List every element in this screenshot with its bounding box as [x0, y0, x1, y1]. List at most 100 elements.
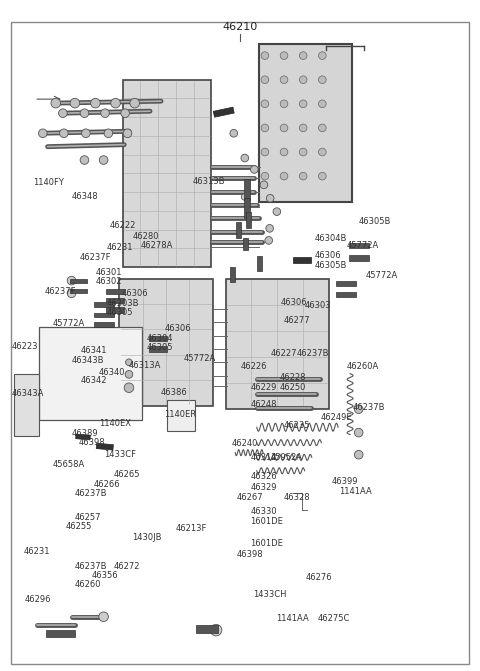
Circle shape [70, 99, 80, 108]
Circle shape [59, 109, 67, 117]
Text: 46260: 46260 [75, 580, 101, 589]
Circle shape [91, 99, 100, 108]
Text: 46237F: 46237F [45, 287, 76, 297]
Text: 46306: 46306 [314, 251, 341, 260]
Bar [120, 278, 213, 406]
Text: 46237F: 46237F [80, 253, 111, 262]
Circle shape [210, 625, 222, 636]
Text: 1433CF: 1433CF [104, 450, 135, 459]
Text: 46399: 46399 [332, 477, 359, 486]
Text: 46237B: 46237B [75, 489, 108, 498]
Circle shape [280, 172, 288, 180]
Circle shape [261, 100, 269, 107]
Text: 1140EX: 1140EX [99, 419, 131, 428]
Circle shape [300, 124, 307, 132]
Circle shape [300, 76, 307, 84]
Circle shape [99, 612, 108, 621]
Bar [70, 289, 87, 293]
Text: 46328: 46328 [284, 493, 311, 502]
Bar [149, 336, 167, 341]
Circle shape [280, 148, 288, 156]
Text: 45658A: 45658A [52, 460, 84, 468]
Circle shape [261, 52, 269, 60]
Bar [123, 80, 211, 267]
Bar [246, 211, 251, 228]
Text: 1430JB: 1430JB [132, 533, 162, 542]
Circle shape [126, 359, 132, 366]
Circle shape [130, 99, 140, 108]
Circle shape [300, 100, 307, 107]
Circle shape [280, 100, 288, 107]
Text: 46343B: 46343B [72, 356, 104, 366]
Circle shape [251, 166, 258, 173]
Text: 46231: 46231 [24, 547, 50, 556]
Circle shape [354, 428, 363, 437]
Text: 46240: 46240 [231, 440, 258, 448]
Text: 46312: 46312 [251, 453, 277, 462]
Circle shape [261, 76, 269, 84]
Bar [46, 630, 75, 637]
Bar [106, 307, 124, 313]
Text: 46304B: 46304B [314, 234, 347, 243]
Text: 46313B: 46313B [193, 177, 226, 186]
Text: 46250: 46250 [279, 383, 306, 393]
Bar [94, 302, 114, 307]
Text: 46296: 46296 [24, 595, 51, 605]
Circle shape [280, 124, 288, 132]
Circle shape [300, 172, 307, 180]
Text: 46301: 46301 [96, 268, 122, 277]
Circle shape [260, 181, 268, 189]
Text: 46340: 46340 [99, 368, 125, 377]
Circle shape [121, 109, 130, 117]
Text: 46265: 46265 [113, 470, 140, 479]
Text: 46326: 46326 [251, 472, 277, 480]
Text: 46226: 46226 [241, 362, 267, 372]
Text: 45772A: 45772A [52, 319, 84, 328]
Circle shape [230, 130, 238, 137]
Bar [257, 256, 262, 271]
Text: 1140ER: 1140ER [164, 410, 196, 419]
Circle shape [38, 129, 47, 138]
Text: 46248: 46248 [251, 400, 277, 409]
Bar [76, 434, 90, 440]
Bar [293, 257, 311, 262]
Text: 46305B: 46305B [359, 217, 391, 226]
Text: 46249E: 46249E [321, 413, 352, 421]
Circle shape [319, 76, 326, 84]
Text: 46260A: 46260A [346, 362, 379, 372]
Circle shape [319, 52, 326, 60]
Circle shape [300, 148, 307, 156]
Circle shape [60, 129, 68, 138]
Bar [94, 313, 114, 317]
Text: 46257: 46257 [75, 513, 101, 522]
Bar [39, 327, 142, 420]
Text: 46330: 46330 [251, 507, 277, 516]
Text: 46306: 46306 [164, 324, 191, 333]
Text: 1141AA: 1141AA [339, 487, 372, 496]
Circle shape [261, 124, 269, 132]
Text: 46275C: 46275C [318, 614, 350, 623]
Text: 46348: 46348 [72, 192, 98, 201]
Circle shape [80, 156, 89, 164]
Text: 46329: 46329 [251, 483, 277, 492]
Circle shape [82, 129, 90, 138]
Text: 46228: 46228 [279, 372, 306, 382]
Circle shape [266, 225, 274, 232]
Bar [244, 179, 250, 199]
Circle shape [280, 52, 288, 60]
Text: 46210: 46210 [222, 23, 258, 32]
Text: 46266: 46266 [94, 480, 120, 488]
Circle shape [101, 109, 109, 117]
Bar [336, 292, 356, 297]
Text: 45772A: 45772A [183, 354, 216, 364]
Circle shape [80, 109, 89, 117]
Circle shape [266, 195, 274, 202]
Circle shape [125, 370, 133, 378]
Circle shape [241, 154, 249, 162]
Bar [236, 221, 241, 238]
Bar [94, 322, 114, 327]
Bar [230, 267, 235, 282]
Text: 46303: 46303 [305, 301, 331, 310]
Circle shape [280, 76, 288, 84]
Text: 45772A: 45772A [365, 270, 397, 280]
